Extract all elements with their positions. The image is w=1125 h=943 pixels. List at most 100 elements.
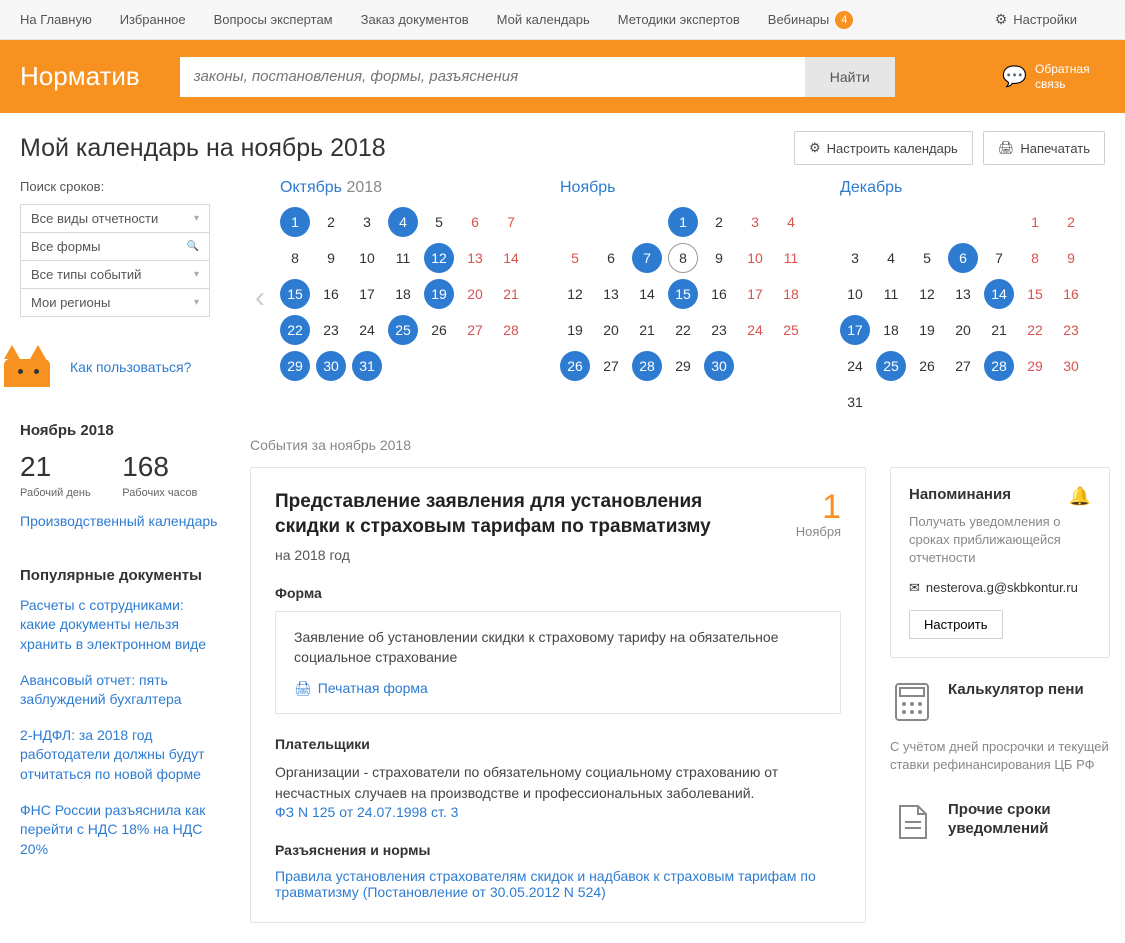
calendar-day[interactable]: 4 [388, 207, 418, 237]
calendar-day[interactable]: 10 [352, 243, 382, 273]
calendar-day[interactable]: 2 [1056, 207, 1086, 237]
calendar-day[interactable]: 30 [316, 351, 346, 381]
calendar-day[interactable]: 12 [560, 279, 590, 309]
nav-home[interactable]: На Главную [20, 12, 92, 27]
print-form-link[interactable]: 🖨 Печатная форма [294, 680, 428, 697]
calendar-day[interactable]: 2 [704, 207, 734, 237]
calendar-day[interactable]: 14 [496, 243, 526, 273]
calendar-day[interactable]: 28 [632, 351, 662, 381]
search-input[interactable] [180, 57, 805, 97]
calendar-day[interactable]: 11 [388, 243, 418, 273]
calendar-day[interactable]: 7 [984, 243, 1014, 273]
calendar-day[interactable]: 15 [668, 279, 698, 309]
calendar-day[interactable]: 13 [596, 279, 626, 309]
calendar-day[interactable]: 6 [460, 207, 490, 237]
calendar-day[interactable]: 28 [984, 351, 1014, 381]
calendar-day[interactable]: 21 [496, 279, 526, 309]
calendar-day[interactable]: 11 [876, 279, 906, 309]
tool-other-deadlines[interactable]: Прочие сроки уведомлений [890, 800, 1110, 844]
calendar-day[interactable]: 18 [776, 279, 806, 309]
calendar-day[interactable]: 18 [388, 279, 418, 309]
calendar-day[interactable]: 26 [912, 351, 942, 381]
calendar-day[interactable]: 22 [280, 315, 310, 345]
calendar-day[interactable]: 23 [316, 315, 346, 345]
calendar-day[interactable]: 6 [948, 243, 978, 273]
calendar-day[interactable]: 12 [424, 243, 454, 273]
calendar-day[interactable]: 31 [840, 387, 870, 417]
calendar-day[interactable]: 28 [496, 315, 526, 345]
calendar-day[interactable]: 17 [352, 279, 382, 309]
calendar-day[interactable]: 8 [280, 243, 310, 273]
popular-doc-link[interactable]: 2-НДФЛ: за 2018 год работодатели должны … [20, 726, 220, 785]
calendar-day[interactable]: 16 [316, 279, 346, 309]
calendar-day[interactable]: 9 [1056, 243, 1086, 273]
calendar-day[interactable]: 21 [632, 315, 662, 345]
calendar-day[interactable]: 27 [460, 315, 490, 345]
tool-calculator[interactable]: Калькулятор пени С учётом дней просрочки… [890, 680, 1110, 774]
calendar-day[interactable]: 14 [984, 279, 1014, 309]
logo[interactable]: Норматив [20, 61, 140, 92]
search-button[interactable]: Найти [805, 57, 895, 97]
calendar-day[interactable]: 5 [424, 207, 454, 237]
month-name[interactable]: Октябрь [280, 179, 342, 196]
filter-select-3[interactable]: Мои регионы▾ [20, 288, 210, 317]
calendar-day[interactable]: 25 [388, 315, 418, 345]
calendar-day[interactable]: 4 [776, 207, 806, 237]
calendar-day[interactable]: 4 [876, 243, 906, 273]
calendar-day[interactable]: 25 [776, 315, 806, 345]
filter-select-1[interactable]: Все формы🔍 [20, 232, 210, 260]
calendar-day[interactable]: 14 [632, 279, 662, 309]
calendar-day[interactable]: 15 [280, 279, 310, 309]
calendar-day[interactable]: 17 [740, 279, 770, 309]
calendar-day[interactable]: 12 [912, 279, 942, 309]
configure-calendar-button[interactable]: ⚙ Настроить календарь [794, 131, 973, 165]
calendar-day[interactable]: 31 [352, 351, 382, 381]
payers-law-link[interactable]: ФЗ N 125 от 24.07.1998 ст. 3 [275, 804, 458, 820]
calendar-day[interactable]: 10 [740, 243, 770, 273]
calendar-day[interactable]: 19 [424, 279, 454, 309]
calendar-day[interactable]: 27 [596, 351, 626, 381]
calendar-day[interactable]: 22 [668, 315, 698, 345]
calendar-day[interactable]: 30 [1056, 351, 1086, 381]
nav-webinars[interactable]: Вебинары 4 [768, 11, 853, 29]
calendar-day[interactable]: 9 [316, 243, 346, 273]
month-name[interactable]: Ноябрь [560, 179, 616, 196]
calendar-day[interactable]: 8 [1020, 243, 1050, 273]
calendar-day[interactable]: 3 [740, 207, 770, 237]
calendar-day[interactable]: 6 [596, 243, 626, 273]
popular-doc-link[interactable]: Авансовый отчет: пять заблуждений бухгал… [20, 671, 220, 710]
calendar-day[interactable]: 22 [1020, 315, 1050, 345]
calendar-day[interactable]: 15 [1020, 279, 1050, 309]
calendar-day[interactable]: 16 [704, 279, 734, 309]
calendar-day[interactable]: 11 [776, 243, 806, 273]
calendar-day[interactable]: 27 [948, 351, 978, 381]
calendar-day[interactable]: 5 [912, 243, 942, 273]
calendar-day[interactable]: 18 [876, 315, 906, 345]
calendar-day[interactable]: 1 [668, 207, 698, 237]
calendar-day[interactable]: 26 [560, 351, 590, 381]
nav-order-docs[interactable]: Заказ документов [361, 12, 469, 27]
print-button[interactable]: 🖨 Напечатать [983, 131, 1105, 165]
calendar-day[interactable]: 13 [948, 279, 978, 309]
popular-doc-link[interactable]: ФНС России разъяснила как перейти с НДС … [20, 801, 220, 860]
calendar-day[interactable]: 9 [704, 243, 734, 273]
filter-select-2[interactable]: Все типы событий▾ [20, 260, 210, 288]
calendar-day[interactable]: 23 [704, 315, 734, 345]
calendar-day[interactable]: 26 [424, 315, 454, 345]
calendar-day[interactable]: 1 [280, 207, 310, 237]
calendar-day[interactable]: 29 [280, 351, 310, 381]
norms-link[interactable]: Правила установления страхователям скидо… [275, 868, 816, 900]
calendar-day[interactable]: 5 [560, 243, 590, 273]
calendar-day[interactable]: 24 [840, 351, 870, 381]
calendar-day[interactable]: 29 [668, 351, 698, 381]
calendar-day[interactable]: 25 [876, 351, 906, 381]
calendar-day[interactable]: 20 [460, 279, 490, 309]
calendar-day[interactable]: 1 [1020, 207, 1050, 237]
calendar-day[interactable]: 8 [668, 243, 698, 273]
feedback-link[interactable]: 💬 Обратная связь [1002, 62, 1105, 91]
nav-settings[interactable]: ⚙ Настройки [995, 11, 1077, 28]
calendar-day[interactable]: 16 [1056, 279, 1086, 309]
nav-expert-methods[interactable]: Методики экспертов [618, 12, 740, 27]
calendar-day[interactable]: 7 [632, 243, 662, 273]
reminders-configure-button[interactable]: Настроить [909, 610, 1003, 639]
